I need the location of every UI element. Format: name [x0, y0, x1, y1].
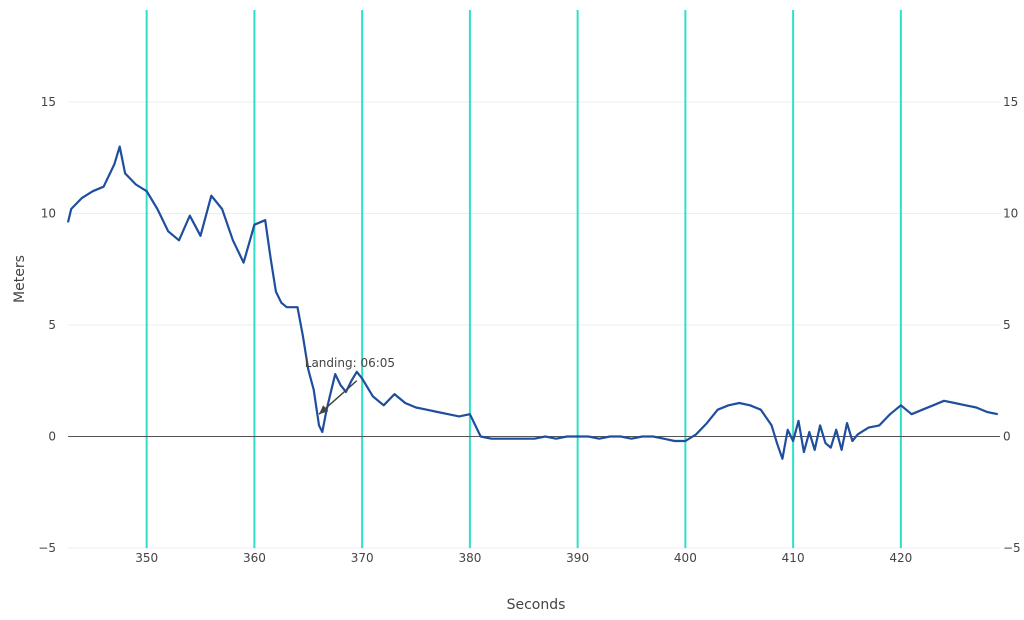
y-tick-label-left: 10	[41, 207, 56, 221]
gridlines	[68, 101, 1000, 549]
y-tick-label-left: 15	[41, 95, 56, 109]
y-tick-label-right: 10	[1003, 207, 1018, 221]
x-tick-label: 420	[889, 551, 912, 565]
y-tick-label-right: 5	[1003, 318, 1011, 332]
y-tick-label-right: 15	[1003, 95, 1018, 109]
x-tick-label: 370	[351, 551, 374, 565]
x-tick-label: 380	[458, 551, 481, 565]
y-tick-label-left: −5	[38, 541, 56, 555]
series-line	[66, 145, 999, 460]
x-axis-title: Seconds	[507, 597, 566, 613]
vertical-markers	[145, 10, 902, 548]
y-axis-title: Meters	[12, 255, 28, 303]
y-tick-label-left: 0	[48, 430, 56, 444]
y-tick-labels-right: 15 10 5 0 −5	[1003, 95, 1021, 555]
x-tick-label: 360	[243, 551, 266, 565]
x-tick-label: 350	[135, 551, 158, 565]
x-tick-label: 410	[782, 551, 805, 565]
y-tick-label-left: 5	[48, 318, 56, 332]
y-tick-labels-left: 15 10 5 0 −5	[38, 95, 56, 555]
x-tick-label: 400	[674, 551, 697, 565]
x-tick-label: 390	[566, 551, 589, 565]
annotation-arrowhead	[319, 405, 329, 415]
y-tick-label-right: 0	[1003, 430, 1011, 444]
x-tick-labels: 350 360 370 380 390 400 410 420	[135, 551, 912, 565]
annotation-label: Landing: 06:05	[305, 356, 395, 370]
landing-annotation: Landing: 06:05	[305, 356, 395, 415]
y-tick-label-right: −5	[1003, 541, 1021, 555]
